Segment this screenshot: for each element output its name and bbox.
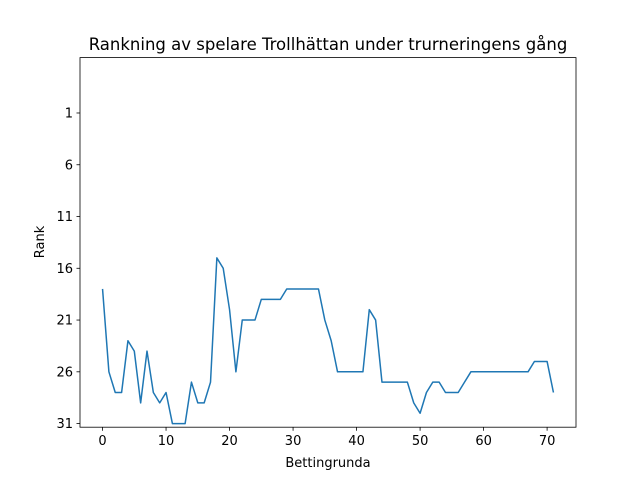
x-tick-label: 30	[285, 434, 302, 449]
y-tick-label: 6	[65, 158, 73, 173]
x-tick-label: 0	[98, 434, 106, 449]
y-tick-label: 16	[56, 262, 73, 277]
x-tick-label: 60	[475, 434, 492, 449]
x-axis: 0 10 20 30 40 50 60 70	[98, 427, 555, 449]
y-tick-label: 31	[56, 417, 73, 432]
x-tick-label: 40	[348, 434, 365, 449]
plot-frame	[79, 57, 577, 428]
y-tick-label: 21	[56, 314, 73, 329]
plot-area	[101, 257, 555, 425]
y-tick-label: 11	[56, 210, 73, 225]
y-axis-label: Rank	[33, 225, 48, 258]
x-tick-label: 70	[539, 434, 556, 449]
y-tick-label: 1	[65, 106, 73, 121]
x-axis-label: Bettingrunda	[285, 456, 370, 471]
chart-title: Rankning av spelare Trollhättan under tr…	[89, 35, 568, 54]
y-tick-label: 26	[56, 365, 73, 380]
x-tick-label: 20	[221, 434, 238, 449]
x-tick-label: 10	[158, 434, 175, 449]
series-line-0	[101, 257, 555, 425]
x-tick-label: 50	[412, 434, 429, 449]
